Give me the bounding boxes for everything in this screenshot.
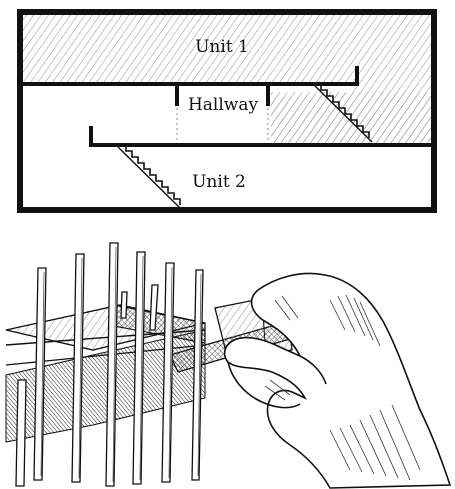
hand-knuckle	[299, 355, 327, 385]
label-unit-1: Unit 1	[195, 37, 249, 57]
hand-shading	[264, 294, 421, 481]
model-column-6	[191, 269, 204, 481]
section-diagram: Unit 1 Hallway Unit 2	[17, 9, 437, 213]
model-slab-underside	[5, 329, 206, 443]
model-column-3	[105, 242, 119, 487]
label-unit-2: Unit 2	[192, 172, 246, 192]
hand-thumb	[227, 361, 301, 409]
model-column-2	[71, 253, 85, 483]
stair-unit-2	[120, 144, 181, 205]
model-column-5	[161, 262, 175, 483]
building-outline	[17, 9, 437, 213]
hand-palm	[223, 272, 452, 489]
model-column-1	[33, 267, 47, 481]
label-hallway: Hallway	[188, 95, 259, 115]
model-column-shading	[40, 246, 202, 483]
stair-unit-1-stringer	[314, 85, 373, 143]
model-column-9	[120, 291, 128, 319]
stair-zone-shading	[271, 92, 434, 146]
model-column-8	[149, 284, 159, 331]
model-column-4	[132, 251, 146, 485]
model-sketch	[5, 242, 452, 489]
model-column-7	[15, 379, 27, 487]
stair-unit-2-stringer	[117, 146, 181, 209]
stair-unit-1	[315, 83, 370, 138]
hallway-label-bg	[184, 92, 262, 114]
hand	[223, 272, 452, 489]
